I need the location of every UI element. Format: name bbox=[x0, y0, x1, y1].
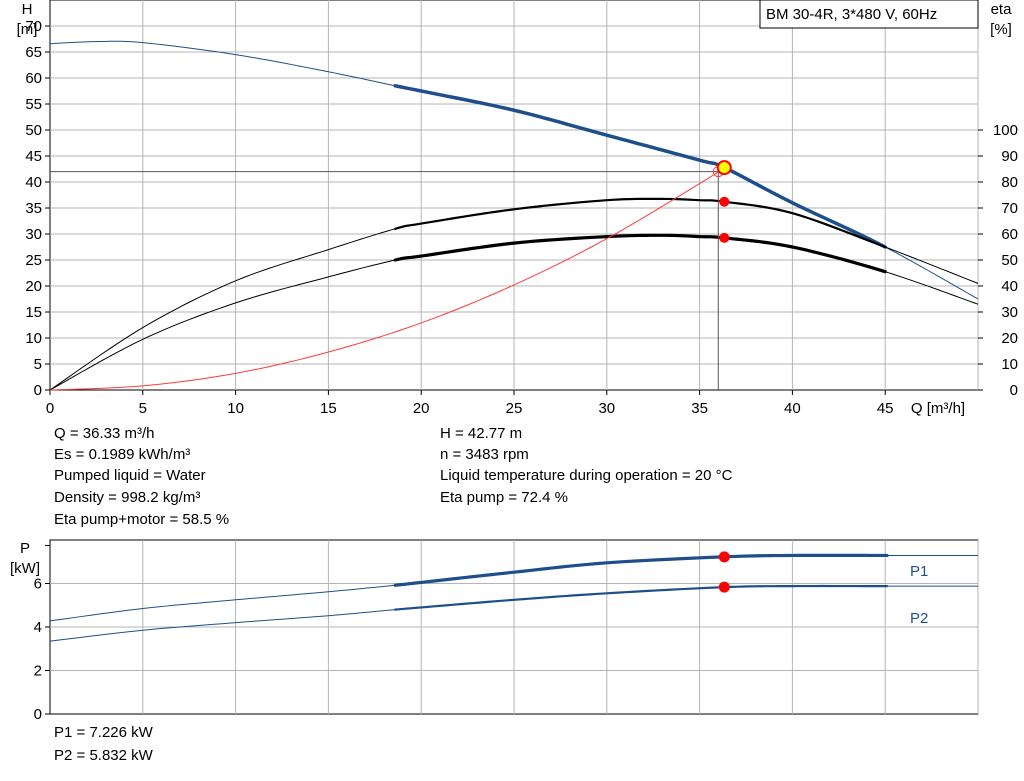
y2-tick-label: 30 bbox=[1001, 304, 1018, 321]
x-tick-label: 35 bbox=[691, 400, 708, 417]
p2-marker bbox=[718, 581, 730, 593]
x-tick-label: 45 bbox=[877, 400, 894, 417]
x-tick-label: 20 bbox=[413, 400, 430, 417]
y-tick-label: 10 bbox=[25, 330, 42, 347]
p-y-tick-label: 6 bbox=[34, 576, 42, 593]
y-tick-label: 25 bbox=[25, 252, 42, 269]
p1-legend-label: P1 bbox=[910, 563, 928, 580]
y2-tick-label: 50 bbox=[1001, 252, 1018, 269]
info-q: Q = 36.33 m³/h bbox=[54, 425, 155, 442]
y-tick-label: 30 bbox=[25, 226, 42, 243]
operating-point-markers bbox=[50, 160, 732, 390]
info-density: Density = 998.2 kg/m³ bbox=[54, 489, 201, 506]
y-tick-label: 15 bbox=[25, 304, 42, 321]
info-es: Es = 0.1989 kWh/m³ bbox=[54, 446, 191, 463]
system-curve-full bbox=[49, 167, 725, 391]
y2-tick-label: 20 bbox=[1001, 330, 1018, 347]
x-axis-label: Q [m³/h] bbox=[911, 400, 965, 417]
x-tick-label: 0 bbox=[46, 400, 54, 417]
y2-tick-label: 70 bbox=[1001, 200, 1018, 217]
y-tick-label: 20 bbox=[25, 278, 42, 295]
y2-tick-label: 40 bbox=[1001, 278, 1018, 295]
power-grid bbox=[50, 540, 979, 714]
x-tick-label: 25 bbox=[506, 400, 523, 417]
head-grid bbox=[50, 0, 979, 390]
x-tick-label: 15 bbox=[320, 400, 337, 417]
info-eta-pump-motor: Eta pump+motor = 58.5 % bbox=[54, 511, 230, 528]
p2-curve-valid-range bbox=[394, 584, 889, 611]
p1-marker bbox=[718, 551, 730, 563]
info-p1: P1 = 7.226 kW bbox=[54, 724, 153, 741]
p-axis-unit: [kW] bbox=[10, 560, 40, 577]
y2-tick-label: 100 bbox=[993, 122, 1018, 139]
info-n: n = 3483 rpm bbox=[440, 446, 529, 463]
y2-tick-label: 10 bbox=[1001, 356, 1018, 373]
info-liquid: Pumped liquid = Water bbox=[54, 467, 206, 484]
duty-point-marker bbox=[716, 160, 732, 176]
x-tick-label: 5 bbox=[139, 400, 147, 417]
x-tick-label: 10 bbox=[227, 400, 244, 417]
eta-pump-motor-marker bbox=[719, 232, 730, 243]
y2-tick-label: 80 bbox=[1001, 174, 1018, 191]
chart-title-box bbox=[759, 0, 979, 29]
y-tick-label: 65 bbox=[25, 44, 42, 61]
info-eta-pump: Eta pump = 72.4 % bbox=[440, 489, 568, 506]
y-tick-label: 40 bbox=[25, 174, 42, 191]
p1-curve-valid-range bbox=[393, 553, 889, 587]
y-tick-label: 70 bbox=[25, 18, 42, 35]
y-tick-label: 0 bbox=[34, 382, 42, 399]
p2-legend-label: P2 bbox=[910, 610, 928, 627]
y2-tick-label: 60 bbox=[1001, 226, 1018, 243]
p-axis-name: P bbox=[20, 540, 30, 557]
power-markers bbox=[718, 551, 730, 593]
x-tick-label: 40 bbox=[784, 400, 801, 417]
y2-axis-name: eta bbox=[991, 1, 1013, 18]
p-y-tick-label: 2 bbox=[34, 663, 42, 680]
head-curves bbox=[49, 40, 979, 391]
y-tick-label: 5 bbox=[34, 356, 42, 373]
head-curve-valid-range bbox=[393, 84, 887, 249]
p-y-tick-label: 0 bbox=[34, 706, 42, 723]
chart-title: BM 30-4R, 3*480 V, 60Hz bbox=[766, 6, 937, 23]
eta-pump-curve-valid-range bbox=[394, 197, 887, 249]
head-axis-ticks: 0 5 10 15 20 25 30 35 40 45 0 5 10 15 20 25 30 35 40 45 50 55… bbox=[25, 18, 1018, 417]
p-y-tick-label: 4 bbox=[34, 619, 42, 636]
info-temperature: Liquid temperature during operation = 20… bbox=[440, 467, 733, 484]
y-tick-label: 45 bbox=[25, 148, 42, 165]
y-tick-label: 55 bbox=[25, 96, 42, 113]
y2-axis-unit: [%] bbox=[990, 21, 1012, 38]
eta-pump-marker bbox=[719, 196, 730, 207]
eta-pump-motor-curve-valid-range bbox=[393, 233, 887, 274]
power-curves bbox=[49, 553, 978, 642]
y-axis-unit: [m] bbox=[17, 21, 38, 38]
y-tick-label: 50 bbox=[25, 122, 42, 139]
y2-tick-label: 90 bbox=[1001, 148, 1018, 165]
y-axis-name: H bbox=[22, 1, 33, 18]
y-tick-label: 35 bbox=[25, 200, 42, 217]
info-p2: P2 = 5.832 kW bbox=[54, 747, 153, 764]
x-tick-label: 30 bbox=[598, 400, 615, 417]
y-tick-label: 60 bbox=[25, 70, 42, 87]
y2-tick-label: 0 bbox=[1010, 382, 1018, 399]
power-axis-ticks: 0 2 4 6 bbox=[34, 544, 50, 723]
info-h: H = 42.77 m bbox=[440, 425, 523, 442]
